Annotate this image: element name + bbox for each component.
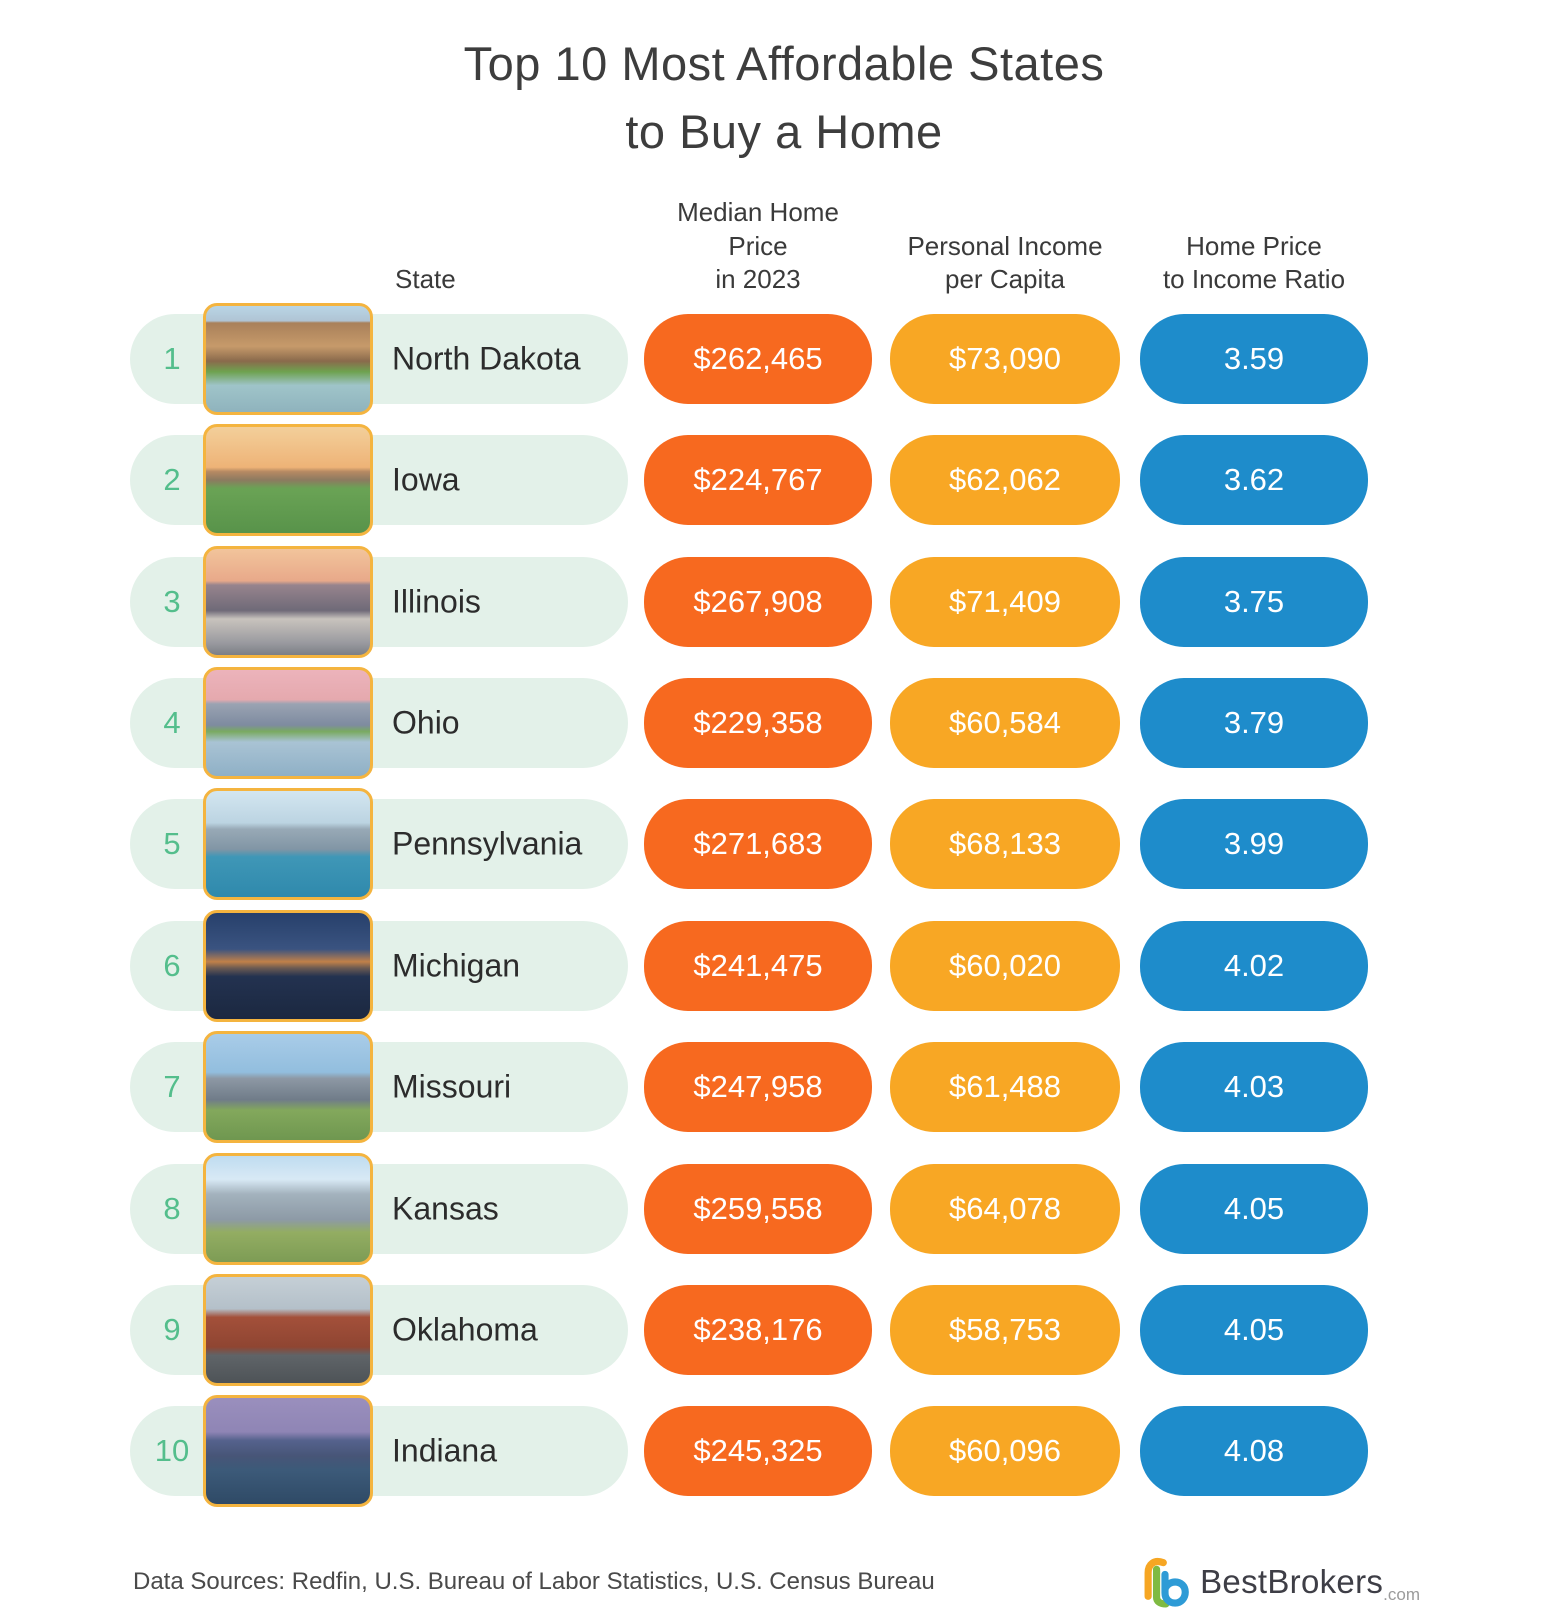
rank-number: 9 xyxy=(163,1311,181,1347)
income-per-capita-pill: $61,488 xyxy=(890,1042,1120,1133)
column-header-state: State xyxy=(395,263,456,294)
state-cell: 5 Pennsylvania xyxy=(130,784,628,905)
rank-number: 1 xyxy=(163,340,181,376)
table-row: 6 Michigan $241,475 $60,020 4.02 xyxy=(130,905,1568,1026)
table-row: 8 Kansas $259,558 $64,078 4.05 xyxy=(130,1148,1568,1269)
state-photo xyxy=(203,1031,373,1144)
state-name: Illinois xyxy=(392,583,481,620)
income-per-capita-pill: $68,133 xyxy=(890,799,1120,890)
state-cell: 8 Kansas xyxy=(130,1148,628,1269)
price-to-income-ratio-pill: 4.02 xyxy=(1140,920,1368,1011)
brand-suffix: .com xyxy=(1383,1584,1420,1604)
state-name: Ohio xyxy=(392,704,460,741)
median-home-price-pill: $241,475 xyxy=(644,920,872,1011)
price-to-income-ratio-pill: 4.03 xyxy=(1140,1042,1368,1133)
page-title-line2: to Buy a Home xyxy=(625,105,943,159)
brand-name: BestBrokers xyxy=(1200,1562,1384,1600)
median-home-price-pill: $267,908 xyxy=(644,556,872,647)
rank-number: 6 xyxy=(163,947,181,983)
state-photo xyxy=(203,545,373,658)
median-home-price-pill: $238,176 xyxy=(644,1284,872,1375)
data-sources: Data Sources: Redfin, U.S. Bureau of Lab… xyxy=(133,1567,935,1595)
rank-number: 7 xyxy=(163,1069,181,1105)
bestbrokers-logo: BestBrokers .com xyxy=(1138,1554,1420,1610)
state-cell: 1 North Dakota xyxy=(130,298,628,419)
state-cell: 10 Indiana xyxy=(130,1391,628,1512)
price-to-income-ratio-pill: 3.79 xyxy=(1140,677,1368,768)
table-row: 4 Ohio $229,358 $60,584 3.79 xyxy=(130,662,1568,783)
state-name: North Dakota xyxy=(392,340,581,377)
column-header-income: Personal Income per Capita xyxy=(907,230,1103,294)
state-cell: 9 Oklahoma xyxy=(130,1269,628,1390)
table-row: 2 Iowa $224,767 $62,062 3.62 xyxy=(130,419,1568,540)
column-headers: State Median Home Price in 2023 Personal… xyxy=(130,196,1568,296)
income-per-capita-pill: $64,078 xyxy=(890,1163,1120,1254)
income-per-capita-pill: $60,584 xyxy=(890,677,1120,768)
income-per-capita-pill: $60,096 xyxy=(890,1406,1120,1497)
state-photo xyxy=(203,302,373,415)
price-to-income-ratio-pill: 3.99 xyxy=(1140,799,1368,890)
state-photo xyxy=(203,1152,373,1265)
table-row: 3 Illinois $267,908 $71,409 3.75 xyxy=(130,541,1568,662)
price-to-income-ratio-pill: 4.08 xyxy=(1140,1406,1368,1497)
median-home-price-pill: $229,358 xyxy=(644,677,872,768)
column-header-median-price: Median Home Price in 2023 xyxy=(677,197,839,294)
state-name: Indiana xyxy=(392,1432,497,1469)
state-name: Pennsylvania xyxy=(392,825,583,862)
income-per-capita-pill: $60,020 xyxy=(890,920,1120,1011)
price-to-income-ratio-pill: 4.05 xyxy=(1140,1284,1368,1375)
state-cell: 3 Illinois xyxy=(130,541,628,662)
state-photo xyxy=(203,788,373,901)
state-name: Oklahoma xyxy=(392,1311,538,1348)
table-row: 10 Indiana $245,325 $60,096 4.08 xyxy=(130,1391,1568,1512)
state-photo xyxy=(203,424,373,537)
income-per-capita-pill: $73,090 xyxy=(890,313,1120,404)
rank-number: 8 xyxy=(163,1190,181,1226)
median-home-price-pill: $271,683 xyxy=(644,799,872,890)
rank-number: 4 xyxy=(163,704,181,740)
state-photo xyxy=(203,1273,373,1386)
price-to-income-ratio-pill: 3.62 xyxy=(1140,435,1368,526)
price-to-income-ratio-pill: 3.59 xyxy=(1140,313,1368,404)
state-cell: 6 Michigan xyxy=(130,905,628,1026)
table-row: 1 North Dakota $262,465 $73,090 3.59 xyxy=(130,298,1568,419)
rank-number: 2 xyxy=(163,462,181,498)
median-home-price-pill: $224,767 xyxy=(644,435,872,526)
table-row: 7 Missouri $247,958 $61,488 4.03 xyxy=(130,1026,1568,1147)
state-name: Kansas xyxy=(392,1190,499,1226)
median-home-price-pill: $259,558 xyxy=(644,1163,872,1254)
state-photo xyxy=(203,909,373,1022)
state-name: Missouri xyxy=(392,1068,512,1105)
state-cell: 4 Ohio xyxy=(130,662,628,783)
state-photo xyxy=(203,1395,373,1508)
median-home-price-pill: $247,958 xyxy=(644,1042,872,1133)
state-photo xyxy=(203,666,373,779)
income-per-capita-pill: $58,753 xyxy=(890,1284,1120,1375)
page-title: Top 10 Most Affordable States to Buy a H… xyxy=(0,0,1568,166)
income-per-capita-pill: $71,409 xyxy=(890,556,1120,647)
rank-number: 3 xyxy=(163,583,181,619)
page-title-line1: Top 10 Most Affordable States xyxy=(463,37,1105,90)
state-cell: 2 Iowa xyxy=(130,419,628,540)
rank-number: 5 xyxy=(163,826,181,862)
median-home-price-pill: $262,465 xyxy=(644,313,872,404)
price-to-income-ratio-pill: 4.05 xyxy=(1140,1163,1368,1254)
rank-number: 10 xyxy=(154,1433,190,1469)
state-name: Michigan xyxy=(392,947,521,984)
table-row: 9 Oklahoma $238,176 $58,753 4.05 xyxy=(130,1269,1568,1390)
bestbrokers-logo-icon xyxy=(1144,1557,1189,1608)
column-header-ratio: Home Price to Income Ratio xyxy=(1162,230,1346,294)
income-per-capita-pill: $62,062 xyxy=(890,435,1120,526)
footer: Data Sources: Redfin, U.S. Bureau of Lab… xyxy=(133,1554,1420,1610)
state-name: Iowa xyxy=(392,461,460,498)
price-to-income-ratio-pill: 3.75 xyxy=(1140,556,1368,647)
median-home-price-pill: $245,325 xyxy=(644,1406,872,1497)
state-cell: 7 Missouri xyxy=(130,1026,628,1147)
table-row: 5 Pennsylvania $271,683 $68,133 3.99 xyxy=(130,784,1568,905)
rankings-table: 1 North Dakota $262,465 $73,090 3.59 2 I… xyxy=(130,298,1568,1512)
